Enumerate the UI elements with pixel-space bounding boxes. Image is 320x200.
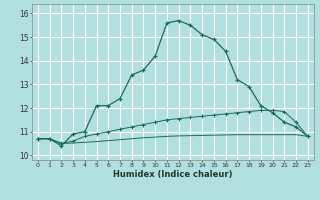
X-axis label: Humidex (Indice chaleur): Humidex (Indice chaleur) xyxy=(113,170,233,179)
